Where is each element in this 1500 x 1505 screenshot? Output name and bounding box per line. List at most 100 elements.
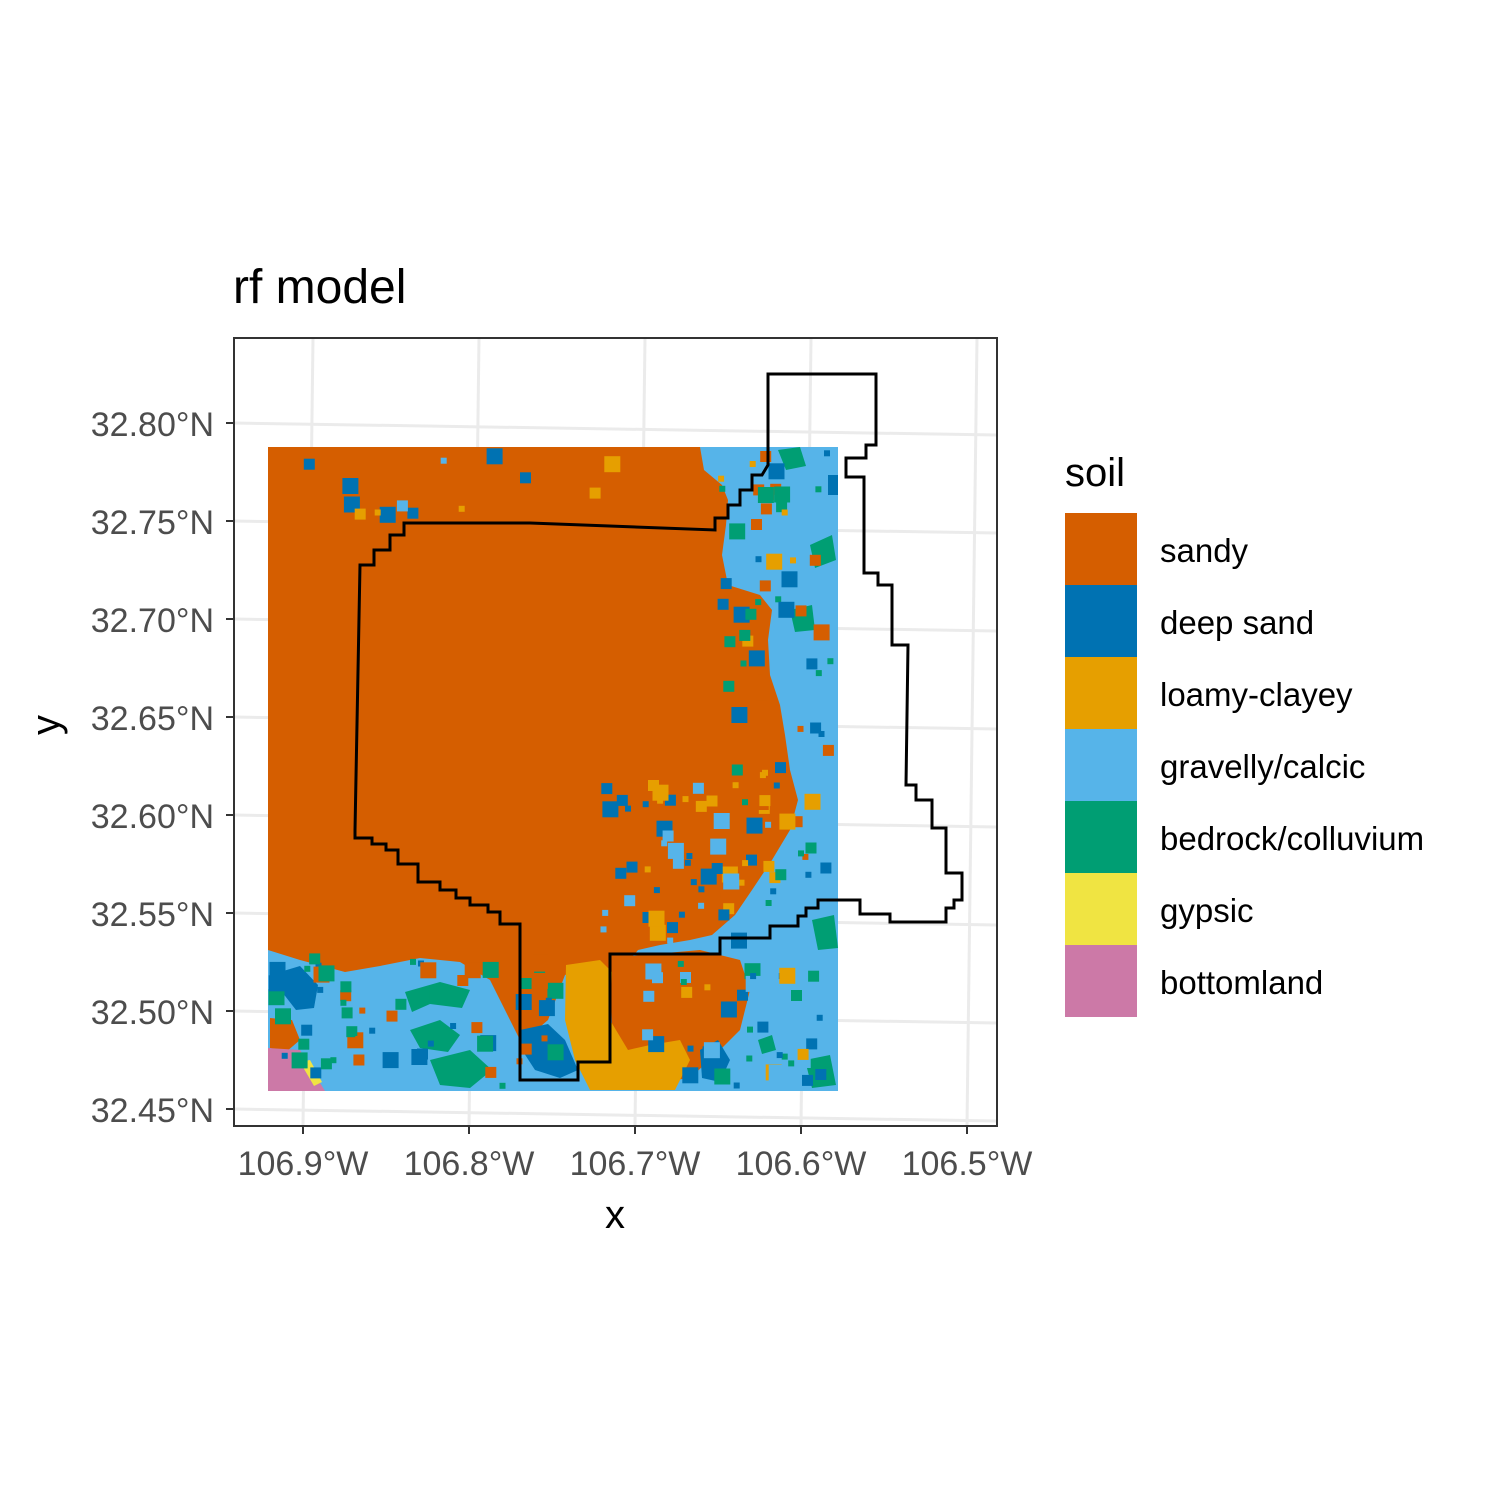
raster-pixel bbox=[340, 981, 352, 993]
raster-pixel bbox=[795, 605, 807, 617]
raster-pixel bbox=[645, 963, 662, 980]
raster-pixel bbox=[776, 501, 788, 513]
raster-pixel bbox=[806, 1038, 818, 1050]
raster-pixel bbox=[740, 660, 747, 667]
raster-sandy-region bbox=[268, 447, 798, 1040]
raster-deep-sand-west bbox=[280, 966, 318, 1010]
raster-pixel bbox=[667, 842, 684, 859]
raster-bedrock-9 bbox=[758, 1035, 776, 1054]
raster-pixel bbox=[589, 487, 601, 499]
raster-pixel bbox=[649, 924, 666, 941]
raster-pixel bbox=[757, 1021, 769, 1033]
raster-bedrock-5 bbox=[778, 447, 806, 470]
raster-pixel bbox=[379, 506, 396, 523]
raster-pixel bbox=[760, 451, 772, 462]
raster-bedrock-3 bbox=[430, 1050, 492, 1088]
raster-pixel bbox=[664, 794, 676, 806]
raster-pixel bbox=[815, 486, 822, 493]
raster-pixel bbox=[680, 979, 687, 985]
raster-pixel bbox=[410, 958, 416, 965]
raster-pixel bbox=[745, 608, 757, 620]
raster-pixel bbox=[616, 794, 628, 806]
raster-pixel bbox=[520, 472, 531, 484]
raster-pixel bbox=[714, 1068, 731, 1085]
legend-label-sandy: sandy bbox=[1160, 532, 1249, 569]
raster-pixel bbox=[815, 1069, 827, 1080]
raster-pixel bbox=[749, 461, 756, 467]
raster-pixel bbox=[485, 1066, 497, 1078]
raster-loamy-south bbox=[565, 960, 690, 1090]
raster-pixel bbox=[745, 975, 762, 992]
raster-pixel bbox=[482, 961, 499, 978]
raster-pixel bbox=[420, 962, 437, 979]
raster-pixel bbox=[790, 557, 796, 564]
raster-pixel bbox=[520, 1043, 532, 1055]
raster-pixel bbox=[531, 972, 548, 989]
raster-pixel bbox=[642, 801, 649, 808]
raster-pixel bbox=[703, 1042, 720, 1059]
raster-sandy-sw-lobe bbox=[270, 1018, 300, 1052]
raster-pixel bbox=[765, 900, 772, 906]
raster-pixel bbox=[298, 1038, 310, 1050]
legend-key-deep-sand bbox=[1065, 585, 1137, 657]
raster-pixel bbox=[330, 1057, 337, 1064]
legend-key-bottomland bbox=[1065, 945, 1137, 1017]
raster-pixel bbox=[779, 813, 796, 830]
raster-pixel bbox=[538, 1000, 555, 1017]
raster-pixel bbox=[718, 475, 725, 482]
raster-pixel bbox=[602, 909, 609, 916]
raster-pixel bbox=[781, 509, 788, 516]
raster-pixel bbox=[672, 857, 684, 869]
y-tick-label: 32.60°N bbox=[91, 798, 214, 836]
raster-pixel bbox=[759, 772, 766, 779]
raster-pixel bbox=[802, 853, 809, 860]
raster-pixel bbox=[681, 986, 693, 998]
y-tick-label: 32.45°N bbox=[91, 1092, 214, 1130]
raster-pixel bbox=[680, 972, 691, 983]
raster-pixel bbox=[411, 1049, 428, 1065]
legend: soil sandy deep sand loamy-clayey gravel… bbox=[1065, 451, 1424, 1017]
raster-pixel bbox=[346, 1026, 358, 1038]
raster-pixel bbox=[653, 887, 660, 894]
x-ticks bbox=[302, 1126, 968, 1134]
raster-pixel bbox=[738, 879, 745, 886]
raster-pixel bbox=[751, 519, 762, 530]
raster-pixel bbox=[624, 895, 636, 907]
raster-pixel bbox=[644, 866, 651, 873]
raster-pixel bbox=[769, 992, 781, 1004]
raster-pixel bbox=[797, 1048, 809, 1060]
raster-pixel bbox=[687, 1045, 694, 1052]
raster-pixel bbox=[354, 508, 366, 520]
raster-pixel bbox=[809, 554, 821, 566]
raster-pixel bbox=[755, 599, 762, 606]
legend-key-bedrock-colluvium bbox=[1065, 801, 1137, 873]
raster-pixel bbox=[757, 487, 774, 503]
raster-pixel bbox=[786, 1028, 798, 1040]
raster-pixel bbox=[395, 998, 407, 1010]
raster-pixel bbox=[737, 989, 748, 1001]
x-tick-label: 106.6°W bbox=[736, 1145, 867, 1183]
raster-pixel bbox=[746, 1055, 753, 1062]
raster-pixel bbox=[268, 975, 285, 992]
raster-pixel bbox=[778, 601, 795, 618]
raster-pixel bbox=[733, 1082, 740, 1089]
raster-pixel bbox=[773, 782, 780, 789]
raster-pixel bbox=[601, 783, 613, 795]
raster-pixel bbox=[717, 598, 729, 610]
raster-pixel bbox=[690, 879, 697, 886]
raster-pixel bbox=[604, 456, 621, 473]
raster-pixel bbox=[810, 722, 822, 734]
raster-speckles bbox=[268, 448, 834, 1089]
raster-pixel bbox=[731, 707, 748, 723]
raster-pixel bbox=[720, 892, 727, 899]
raster-pixel bbox=[774, 486, 791, 503]
raster-pixel bbox=[775, 596, 782, 603]
raster-pixel bbox=[731, 932, 747, 949]
raster-pixel bbox=[729, 523, 746, 540]
raster-pixel bbox=[317, 986, 324, 993]
raster-pixel bbox=[626, 861, 638, 873]
legend-label-bedrock-colluvium: bedrock/colluvium bbox=[1160, 820, 1424, 857]
raster-pixel bbox=[353, 1054, 365, 1066]
raster-pixel bbox=[720, 578, 732, 590]
raster-pixel bbox=[746, 817, 763, 834]
